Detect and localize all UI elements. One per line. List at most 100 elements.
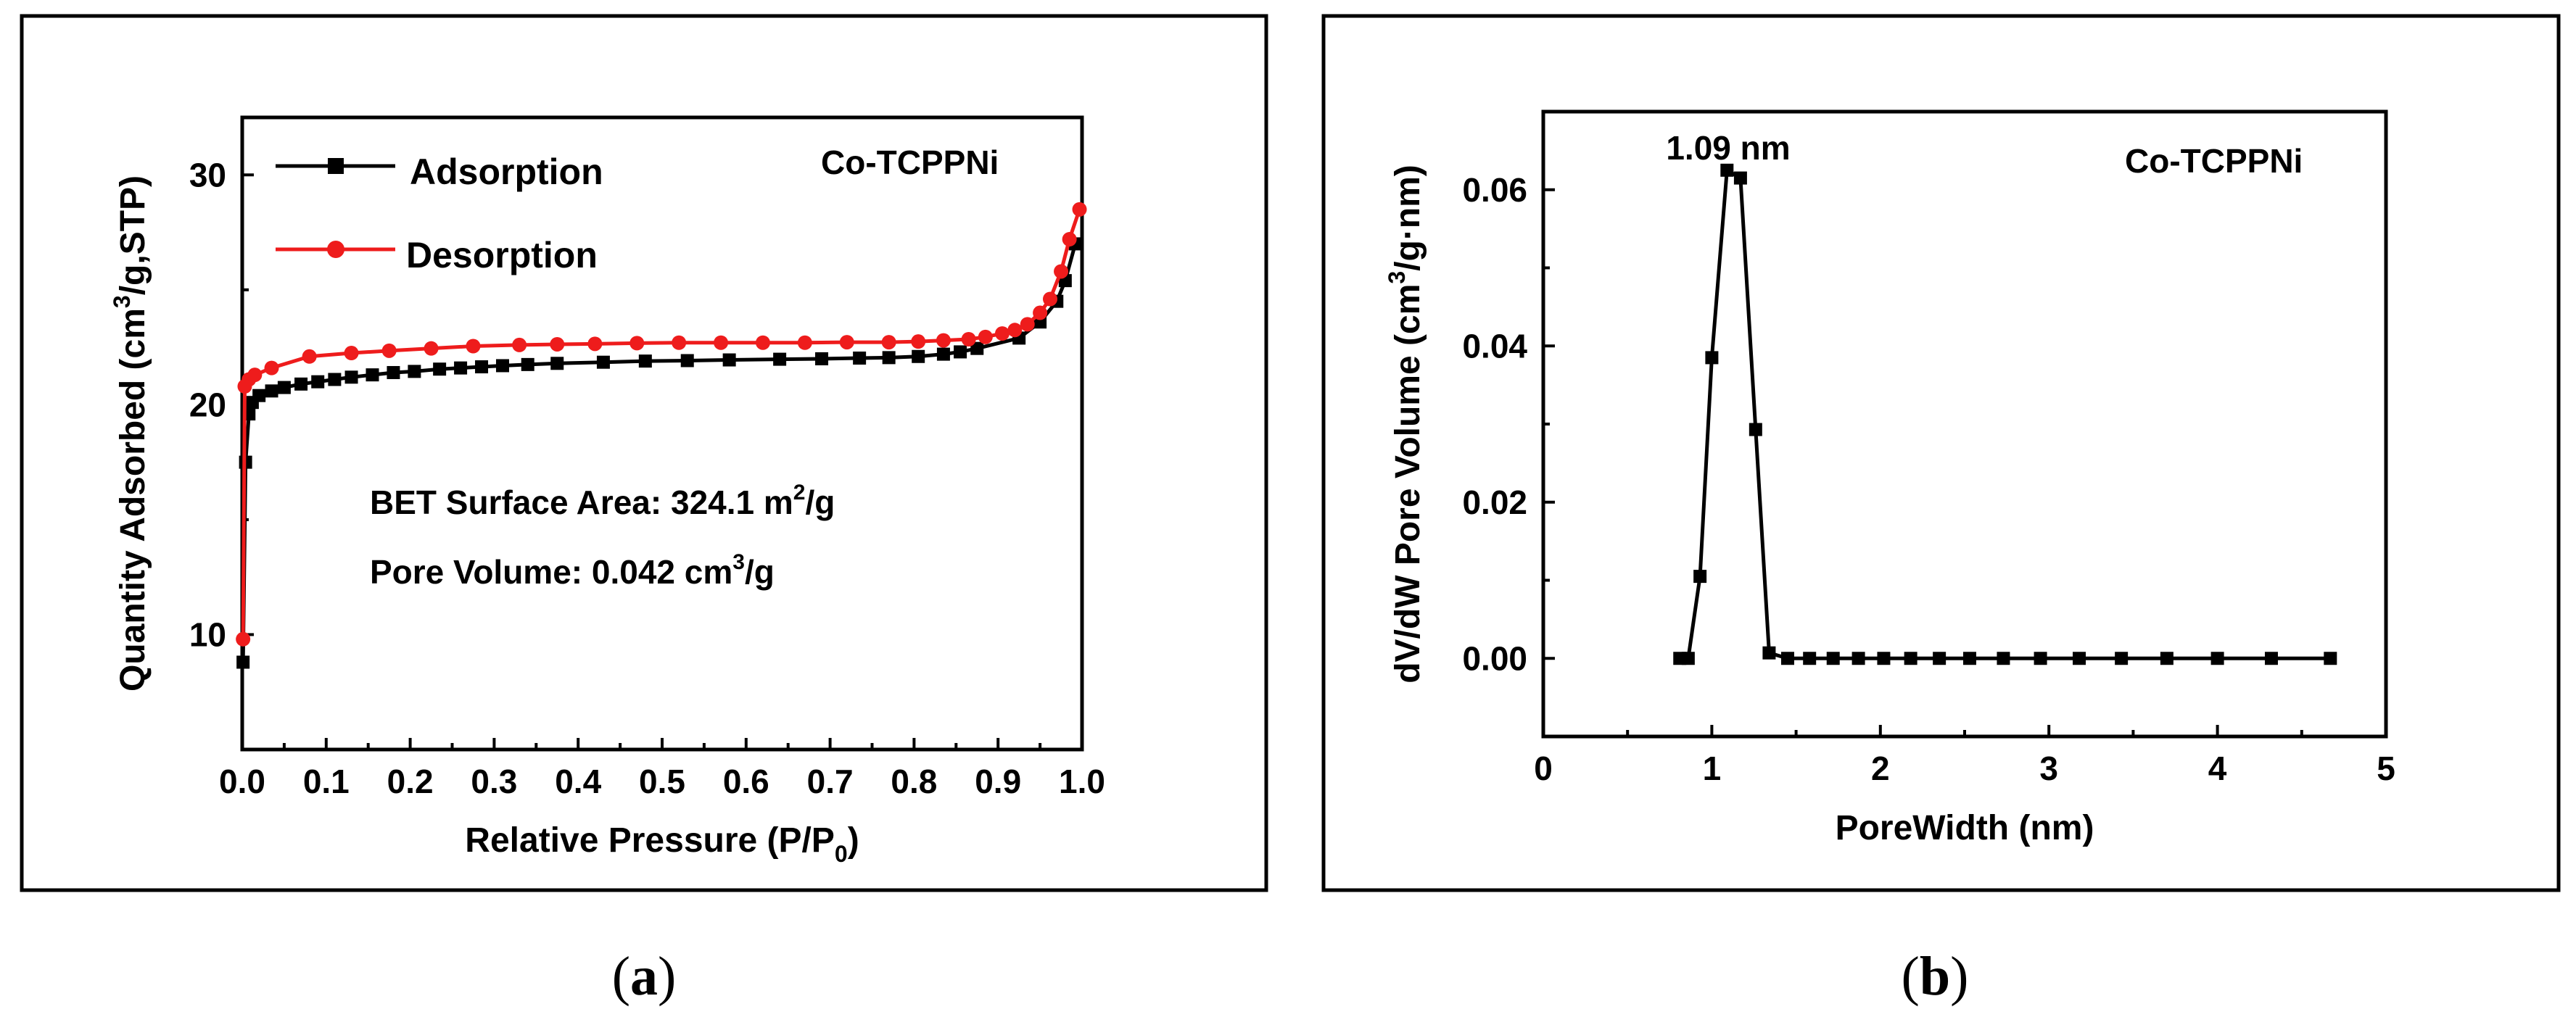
adsorption-point [294, 377, 308, 391]
panel-a-frame [20, 14, 1268, 892]
desorption-point [911, 334, 926, 349]
pore-size-distribution-point [1933, 652, 1947, 665]
adsorption-point [954, 345, 967, 359]
adsorption-point [882, 351, 896, 365]
panel-b-y-ticks: 0.00 0.02 0.04 0.06 [1462, 171, 1555, 677]
panel-a-x-tick-label: 0.2 [387, 763, 434, 800]
adsorption-point [265, 384, 278, 398]
panel-b-y-tick-label: 0.06 [1462, 171, 1527, 209]
panel-a-x-tick-label: 0.4 [555, 763, 601, 800]
pore-size-distribution-point [2115, 652, 2129, 665]
adsorption-point [550, 357, 564, 370]
adsorption-point [475, 360, 489, 374]
panel-a-legend: Adsorption Desorption [276, 151, 603, 275]
adsorption-point [936, 347, 950, 361]
desorption-point [466, 339, 481, 354]
pore-size-distribution-point [1681, 652, 1695, 665]
panel-a-x-tick-label: 0.6 [723, 763, 769, 800]
adsorption-point [344, 370, 358, 384]
desorption-point [994, 326, 1010, 341]
pore-size-distribution-point [2034, 652, 2047, 665]
adsorption-point [311, 375, 325, 389]
legend-desorption-marker [327, 241, 344, 258]
pore-size-distribution-point [2073, 652, 2086, 665]
panel-b-x-tick-label: 5 [2377, 750, 2395, 787]
panel-a-x-axis-label: Relative Pressure (P/P0) [465, 821, 859, 867]
panel-a-isotherm: 0.0 0.1 0.2 0.3 0.4 0.5 0.6 0.7 0.8 0.9 1.0 10 20 30… [20, 14, 1268, 1007]
adsorption-point [521, 357, 534, 371]
desorption-point [302, 349, 317, 364]
desorption-point [672, 335, 687, 350]
desorption-point [1054, 264, 1069, 279]
adsorption-point [433, 362, 447, 376]
pore-size-distribution-point [2160, 652, 2174, 665]
panel-a-x-ticks: 0.0 0.1 0.2 0.3 0.4 0.5 0.6 0.7 0.8 0.9 1.0 [219, 738, 1105, 800]
desorption-point [587, 336, 603, 352]
desorption-point [881, 335, 896, 350]
adsorption-point [596, 355, 610, 369]
desorption-point [1042, 291, 1057, 307]
adsorption-point [815, 352, 829, 365]
panel-a-y-tick-label: 10 [189, 615, 226, 653]
desorption-point [1062, 232, 1077, 247]
panel-b-frame [1321, 14, 2561, 892]
adsorption-point [366, 368, 379, 382]
panel-b-y-tick-label: 0.04 [1462, 327, 1527, 365]
panel-b-x-tick-label: 3 [2039, 750, 2058, 787]
pore-size-distribution-point [1749, 423, 1762, 436]
desorption-point [1033, 305, 1048, 320]
adsorption-point [387, 365, 400, 379]
desorption-point [264, 360, 279, 375]
adsorption-point [638, 354, 652, 368]
pore-size-distribution-point [1693, 570, 1707, 584]
desorption-point [237, 378, 252, 394]
adsorption-point [680, 354, 694, 368]
panel-b-y-axis-label: dV/dW Pore Volume (cm3/g·nm) [1384, 165, 1427, 684]
legend-adsorption-marker [328, 158, 344, 174]
panel-a-x-tick-label: 0.1 [303, 763, 350, 800]
pore-size-distribution-point [2264, 652, 2278, 665]
desorption-point [936, 333, 951, 348]
desorption-point [1072, 202, 1087, 217]
desorption-point [236, 631, 251, 647]
adsorption-point [495, 359, 509, 373]
panel-b-series [1673, 163, 2337, 665]
pore-size-distribution-point [1705, 351, 1719, 365]
pore-size-distribution-point [1962, 652, 1976, 665]
desorption-point [344, 346, 359, 361]
desorption-point [839, 335, 854, 350]
pore-size-distribution-point [2324, 652, 2337, 665]
adsorption-point [252, 389, 266, 402]
pore-size-distribution-point [1720, 163, 1734, 177]
panel-a-sample-label: Co-TCPPNi [821, 144, 999, 181]
desorption-point [1007, 323, 1023, 338]
adsorption-point [912, 349, 925, 363]
panel-b-x-tick-label: 0 [1534, 750, 1553, 787]
panel-a-x-tick-label: 1.0 [1059, 763, 1105, 800]
adsorption-point [236, 655, 250, 669]
panel-b-sample-label: Co-TCPPNi [2125, 142, 2303, 180]
panel-a-x-tick-label: 0.3 [471, 763, 517, 800]
panel-a-x-tick-label: 0.7 [807, 763, 854, 800]
panel-b-x-tick-label: 1 [1703, 750, 1722, 787]
panel-a-x-tick-label: 0.9 [975, 763, 1021, 800]
annotation-bet-surface-area: BET Surface Area: 324.1 m2/g [370, 481, 835, 521]
adsorption-point [970, 341, 984, 355]
panel-a-y-axis-label: Quantity Adsorbed (cm3/g,STP) [109, 175, 152, 692]
pore-size-distribution-point [1803, 652, 1817, 665]
desorption-point [1020, 317, 1035, 332]
pore-size-distribution-point [2210, 652, 2224, 665]
pore-size-distribution-point [1877, 652, 1891, 665]
panel-a-x-tick-label: 0.0 [219, 763, 265, 800]
panel-a-series [236, 202, 1087, 669]
desorption-point [961, 331, 976, 346]
pore-size-distribution-point [1904, 652, 1917, 665]
desorption-point [629, 336, 645, 351]
panel-b-y-tick-label: 0.00 [1462, 639, 1527, 677]
panel-b-x-tick-label: 4 [2208, 750, 2227, 787]
pore-size-distribution-line [1680, 168, 2331, 660]
legend-desorption-label: Desorption [406, 235, 598, 275]
panel-b-x-tick-label: 2 [1871, 750, 1890, 787]
